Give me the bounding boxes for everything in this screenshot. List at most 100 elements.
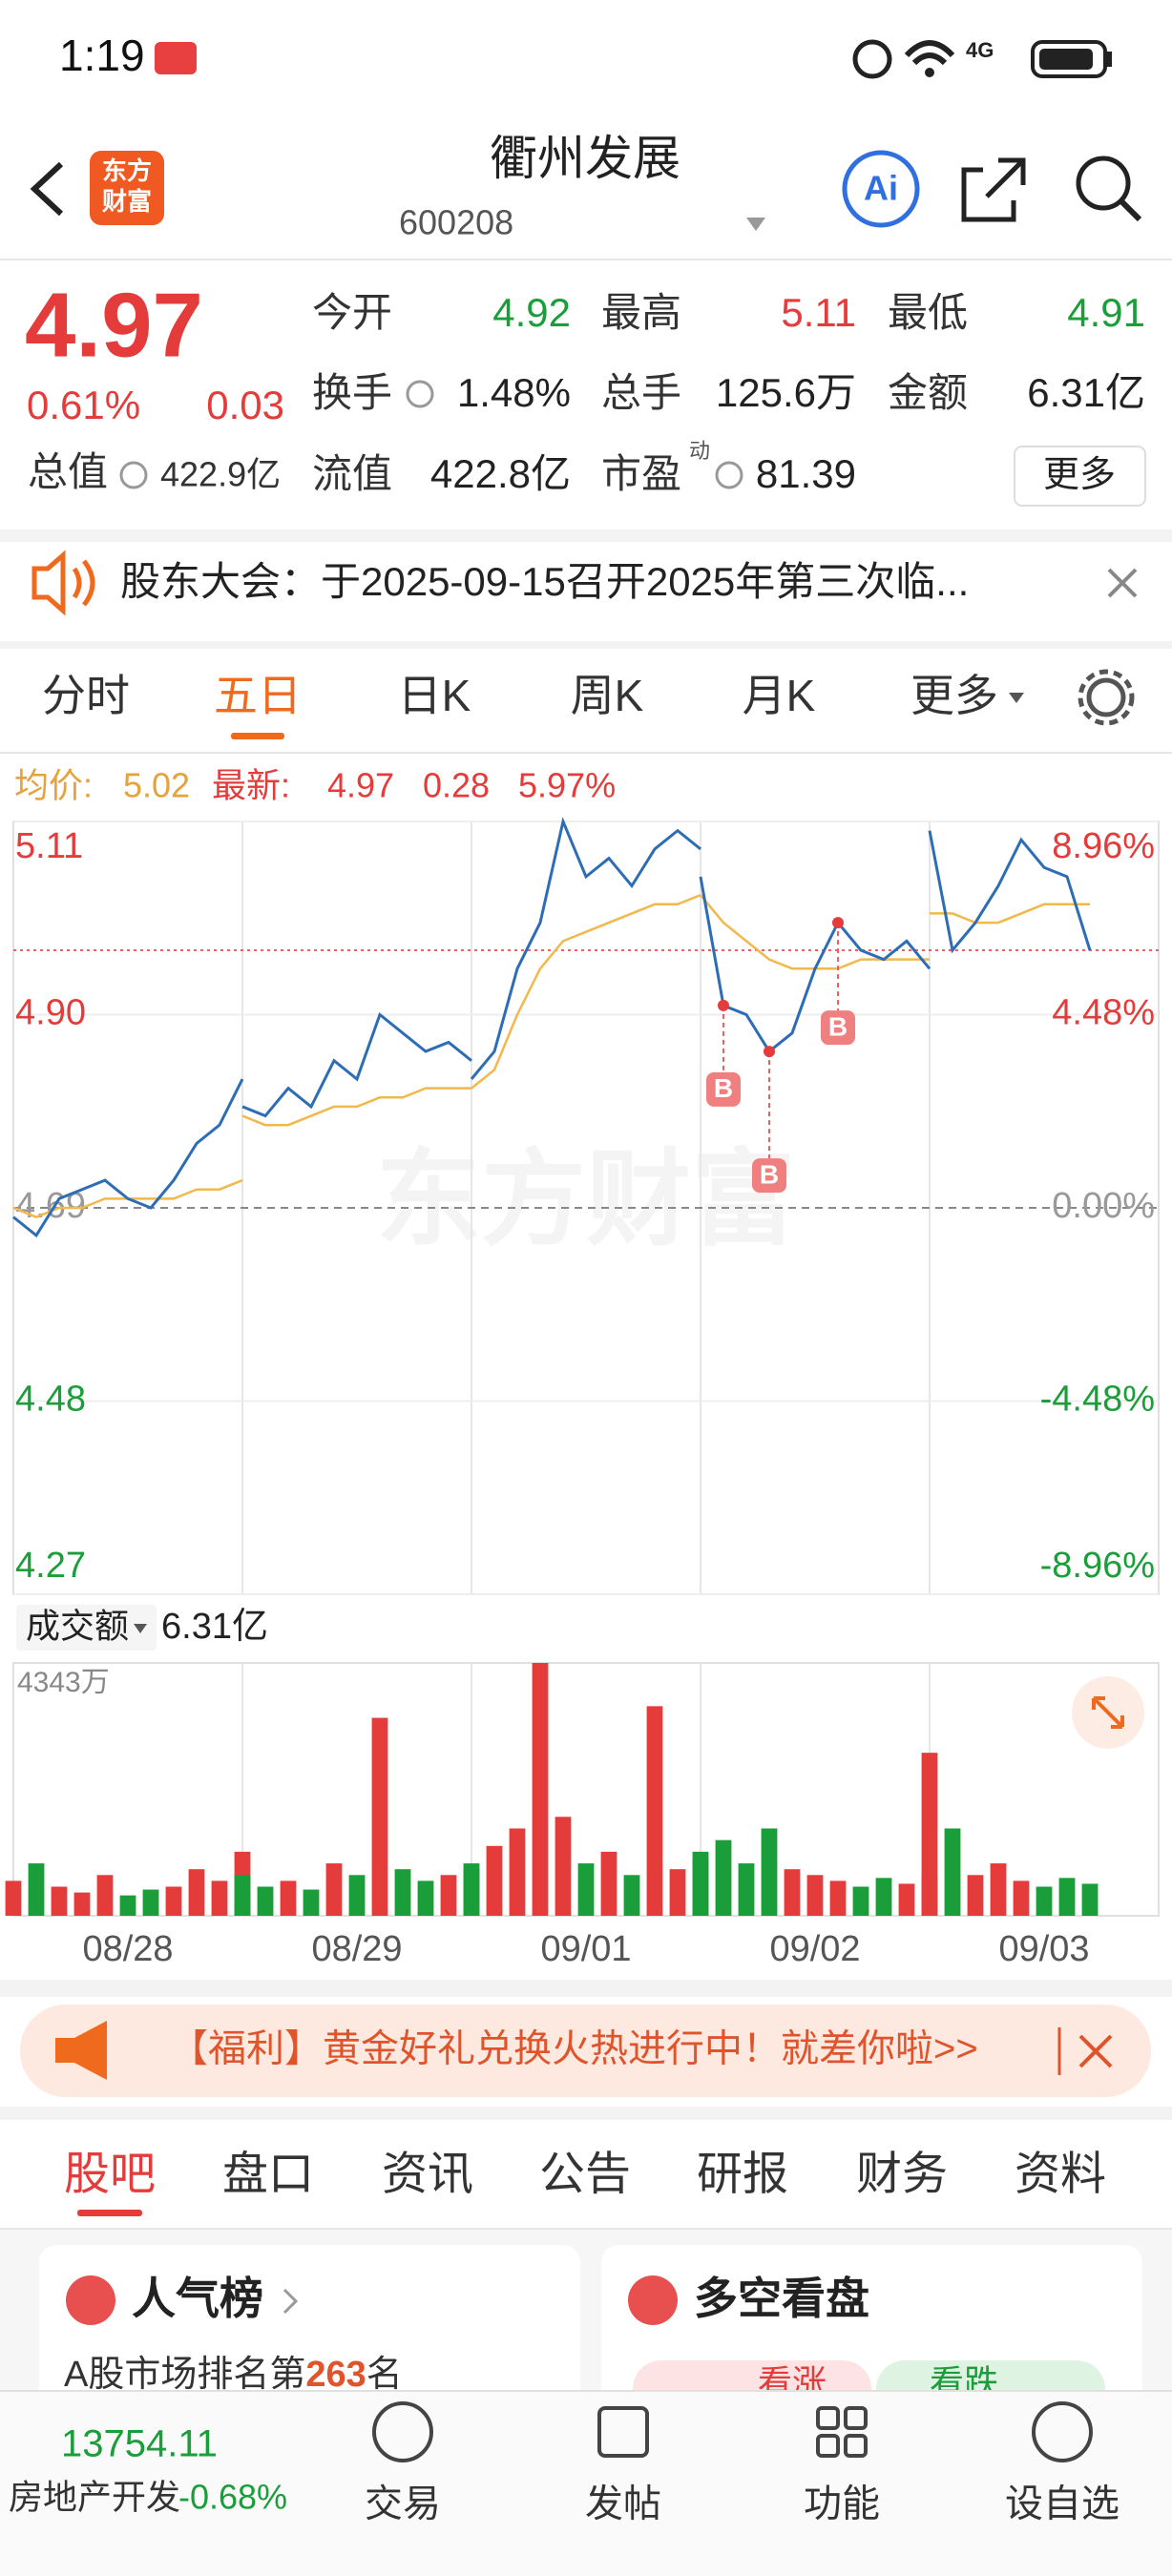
- volume-bar: [692, 1851, 709, 1916]
- gap: [0, 2107, 1172, 2120]
- watermark: 东方财富: [376, 1141, 796, 1258]
- chart-tab[interactable]: 五日: [214, 671, 302, 720]
- stat-value: 1.48%: [457, 370, 571, 415]
- volume-arrow: [134, 1624, 147, 1633]
- chart-tab[interactable]: 周K: [571, 671, 644, 720]
- ai-button[interactable]: [842, 150, 920, 228]
- volume-bar: [96, 1875, 114, 1916]
- status-time: 1:19: [59, 31, 145, 80]
- volume-bar: [73, 1892, 91, 1916]
- volume-bar: [165, 1886, 182, 1916]
- chart-tab[interactable]: 更多: [910, 671, 998, 720]
- chart-tab[interactable]: 月K: [743, 671, 816, 720]
- total-cap: 422.9亿: [160, 455, 281, 494]
- info-icon[interactable]: [119, 461, 148, 489]
- dropdown-arrow[interactable]: [746, 218, 765, 231]
- volume-bar: [623, 1875, 640, 1916]
- content-tabs: 股吧 盘口 资讯 公告 研报 财务 资料: [64, 2150, 1106, 2216]
- volume-bar: [875, 1878, 892, 1916]
- card-title: 多空看盘: [694, 2274, 869, 2323]
- wifi-dot: [925, 68, 934, 77]
- change: 0.03: [206, 383, 284, 427]
- volume-bar: [211, 1880, 228, 1916]
- volume-bar: [280, 1880, 297, 1916]
- volume-bar: [142, 1889, 159, 1916]
- y2-tick-label: 4.48%: [1052, 993, 1155, 1033]
- stat-value: 4.92: [492, 290, 571, 335]
- expand-icon: [1092, 1696, 1124, 1729]
- more-button[interactable]: [1014, 446, 1146, 507]
- nav-item[interactable]: 发帖: [585, 2483, 661, 2525]
- avg-label: 均价:: [14, 766, 93, 805]
- volume-bar: [463, 1869, 480, 1916]
- stat-label: 金额: [888, 370, 968, 415]
- latest-change-pct: 5.97%: [518, 766, 616, 805]
- trade-icon: [372, 2401, 433, 2462]
- battery-level: [1039, 49, 1093, 70]
- volume-bar: [28, 1863, 45, 1916]
- y2-tick-label: -8.96%: [1040, 1546, 1155, 1586]
- nav-item[interactable]: 交易: [365, 2483, 441, 2525]
- marker-badge: [821, 1010, 855, 1046]
- info-icon[interactable]: [406, 380, 434, 408]
- alarm-icon: [852, 39, 892, 79]
- price-line: [12, 1078, 244, 1238]
- promo-banner[interactable]: [20, 2005, 1151, 2097]
- chart-tab[interactable]: 分时: [42, 671, 130, 720]
- index-change: -0.68%: [178, 2478, 287, 2517]
- content-tab[interactable]: 研报: [697, 2150, 788, 2200]
- marker-badge: [706, 1071, 741, 1107]
- volume-bar: [990, 1863, 1007, 1916]
- function-icon: [816, 2406, 868, 2458]
- tab-indicator: [77, 2210, 142, 2216]
- nav-items: 交易 发帖 功能 设自选: [365, 2483, 1120, 2525]
- rank-value: 263: [305, 2355, 366, 2395]
- content-tab[interactable]: 盘口: [222, 2150, 314, 2200]
- volume-bar: [761, 1828, 778, 1916]
- nav-item[interactable]: 功能: [804, 2483, 880, 2525]
- settings-button[interactable]: [1086, 677, 1126, 717]
- wifi-icon: [904, 40, 955, 66]
- price-line: [470, 817, 701, 1080]
- ai-text: Ai: [864, 169, 898, 208]
- volume-bar: [51, 1886, 68, 1916]
- price-line: [928, 830, 1092, 954]
- volume-selector[interactable]: [16, 1605, 157, 1651]
- content-tab[interactable]: 财务: [856, 2150, 948, 2200]
- volume-bar: [646, 1706, 663, 1916]
- volume-bar: [119, 1895, 136, 1916]
- rank-text: A股市场排名第263名: [64, 2355, 403, 2395]
- stat-label: 流值: [312, 451, 392, 496]
- stat-label: 最高: [601, 290, 681, 335]
- volume-bar: [1036, 1886, 1053, 1916]
- share-button[interactable]: [961, 157, 1026, 222]
- content-tab[interactable]: 资讯: [382, 2150, 473, 2200]
- info-icon[interactable]: [715, 461, 743, 489]
- close-notice[interactable]: [1107, 568, 1138, 598]
- card[interactable]: [39, 2245, 580, 2436]
- nav-item[interactable]: 设自选: [1005, 2483, 1120, 2525]
- date-label: 08/29: [311, 1929, 402, 1969]
- close-banner[interactable]: [1078, 2034, 1113, 2068]
- chart-tab[interactable]: 日K: [398, 671, 471, 720]
- stat-label: 总手: [601, 370, 681, 415]
- content-tab[interactable]: 股吧: [64, 2150, 156, 2200]
- card-title: 人气榜: [132, 2274, 263, 2323]
- avg-line: [700, 894, 930, 970]
- stat-value: 5.11: [781, 290, 856, 335]
- back-button[interactable]: [30, 161, 64, 217]
- speaker-icon: [31, 550, 95, 616]
- content-tab[interactable]: 资料: [1015, 2150, 1106, 2200]
- volume-tick-label: 4343万: [17, 1667, 110, 1698]
- search-button[interactable]: [1076, 156, 1131, 211]
- volume-bar: [509, 1828, 526, 1916]
- settings-gear: [1078, 669, 1135, 726]
- stat-value: 422.8亿: [430, 451, 571, 496]
- buy-marker: [718, 999, 729, 1011]
- y-tick-label: 4.90: [15, 993, 86, 1033]
- content-tab[interactable]: 公告: [539, 2150, 631, 2200]
- volume-label: 成交额: [26, 1607, 129, 1646]
- notice-text[interactable]: 股东大会：于2025-09-15召开2025年第三次临...: [120, 559, 969, 604]
- index-value[interactable]: 13754.11: [61, 2423, 218, 2465]
